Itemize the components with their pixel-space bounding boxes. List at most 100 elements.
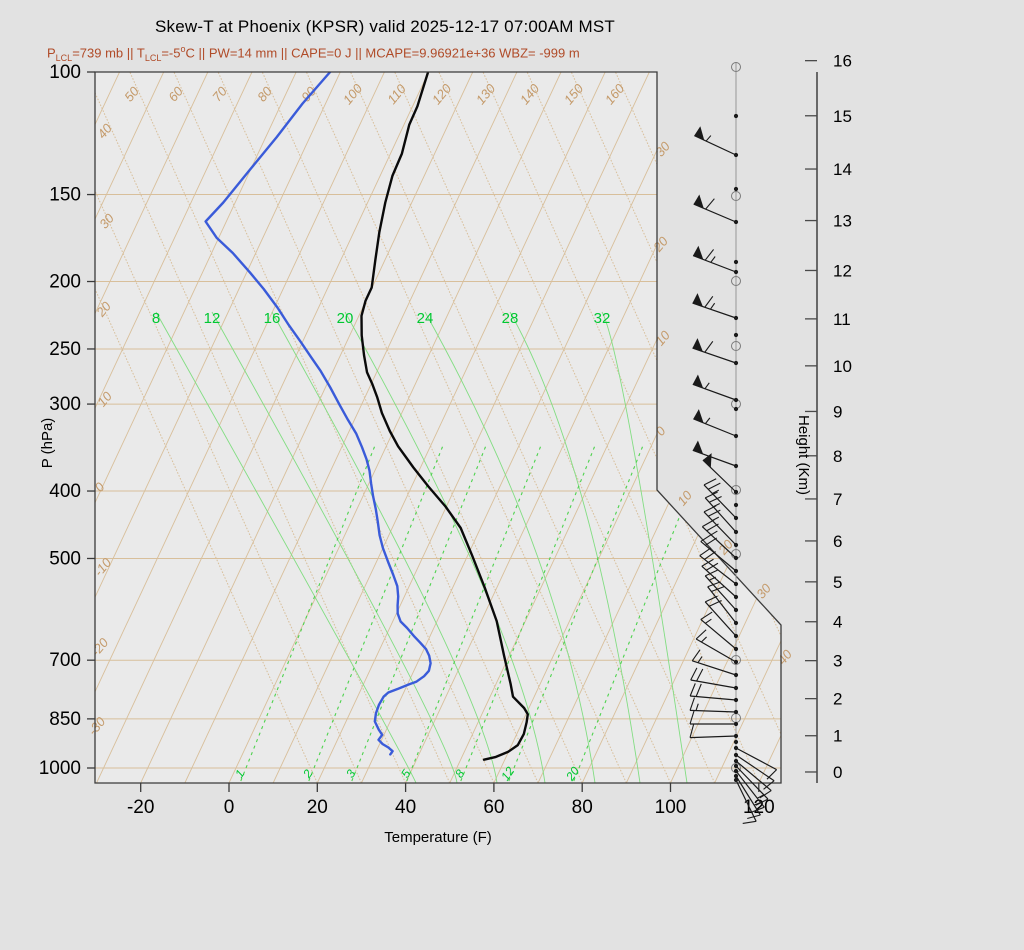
svg-text:1000: 1000 [39,758,81,779]
svg-text:700: 700 [49,650,81,671]
svg-text:14: 14 [833,160,852,179]
param-p-val: =739 mb || T [72,45,145,61]
svg-text:20: 20 [307,797,328,818]
svg-text:0: 0 [833,763,842,782]
chart-parameters: PLCL=739 mb || TLCL=-5oC || PW=14 mm || … [47,44,580,63]
svg-text:400: 400 [49,481,81,502]
svg-text:850: 850 [49,709,81,730]
wind-barb [704,569,737,611]
wind-barbs [689,62,778,824]
svg-text:5: 5 [833,573,842,592]
svg-text:20: 20 [563,764,583,784]
wind-barb [704,491,737,533]
svg-text:120: 120 [743,797,775,818]
svg-text:80: 80 [572,797,593,818]
plot-frame [94,71,782,784]
svg-text:60: 60 [483,797,504,818]
svg-text:9: 9 [833,402,842,421]
wind-barb [689,710,736,725]
wind-barb [694,126,737,156]
wind-barb [703,505,737,546]
wind-barb [704,595,737,637]
wind-barb [700,611,737,650]
svg-text:8: 8 [833,447,842,466]
svg-text:16: 16 [264,310,281,327]
svg-text:200: 200 [49,272,81,293]
wind-barb [735,770,765,813]
wind-barb [707,581,737,624]
svg-text:28: 28 [502,310,519,327]
wind-barb [735,779,757,824]
wind-level-circle [731,485,741,495]
wind-barb [735,760,772,799]
wind-barb [692,245,737,273]
plot-background [95,72,781,783]
wind-level-dot [733,332,739,338]
chart-title: Skew-T at Phoenix (KPSR) valid 2025-12-1… [154,17,616,36]
wind-barb [691,649,737,676]
wind-barb [701,558,737,598]
wind-level-dot [733,259,739,265]
wind-barb [689,697,737,713]
svg-text:20: 20 [337,310,354,327]
wind-barb [735,754,775,790]
svg-text:100: 100 [655,797,687,818]
wind-level-circle [731,341,741,351]
dewpoint-trace [204,72,432,756]
wind-barb [693,409,737,437]
svg-text:1: 1 [833,727,842,746]
wind-barb [690,667,737,689]
param-p-sub: LCL [55,52,73,63]
svg-text:-20: -20 [127,797,154,818]
wind-barb [689,683,737,701]
wind-level-circle [731,276,741,286]
svg-text:Height (Km): Height (Km) [795,415,812,495]
svg-text:7: 7 [833,490,842,509]
svg-text:10: 10 [833,357,852,376]
svg-text:12: 12 [204,310,221,327]
wind-barb [693,194,737,223]
svg-text:10: 10 [674,487,695,508]
wind-level-circle [731,62,741,72]
param-t-sub: LCL [144,52,162,63]
wind-level-circle [731,191,741,201]
svg-text:24: 24 [417,310,434,327]
wind-barb [699,547,737,585]
wind-level-dot [733,186,739,192]
svg-text:250: 250 [49,339,81,360]
temperature-trace [360,72,529,761]
svg-text:40: 40 [395,797,416,818]
svg-text:8: 8 [152,310,160,327]
wind-barb [692,374,737,401]
svg-text:15: 15 [833,107,852,126]
svg-text:3: 3 [833,652,842,671]
param-deg: o [180,44,186,54]
wind-level-dot [733,739,739,745]
param-t-val: =-5 [161,45,181,61]
svg-text:Temperature (F): Temperature (F) [384,829,492,846]
svg-text:0: 0 [224,797,235,818]
wind-barb [692,338,737,364]
svg-text:12: 12 [833,261,852,280]
svg-text:11: 11 [833,310,851,329]
wind-barb [702,453,737,493]
wind-barb [700,533,737,572]
svg-text:300: 300 [49,394,81,415]
wind-barb [703,478,737,519]
wind-barb [692,440,737,467]
wind-level-dot [733,502,739,508]
param-rest: C || PW=14 mm || CAPE=0 J || MCAPE=9.969… [185,45,580,61]
wind-barb [692,293,737,319]
svg-text:P (hPa): P (hPa) [39,418,56,469]
wind-barb [695,629,737,663]
svg-text:6: 6 [833,532,842,551]
svg-text:100: 100 [49,62,81,83]
wind-barb [689,724,737,739]
wind-barb [701,519,737,559]
svg-text:500: 500 [49,548,81,569]
pressure-axis: 100 150 200 250 300 400 500 700 850 1000 P (hPa) [39,62,95,779]
svg-text:2: 2 [833,690,842,709]
